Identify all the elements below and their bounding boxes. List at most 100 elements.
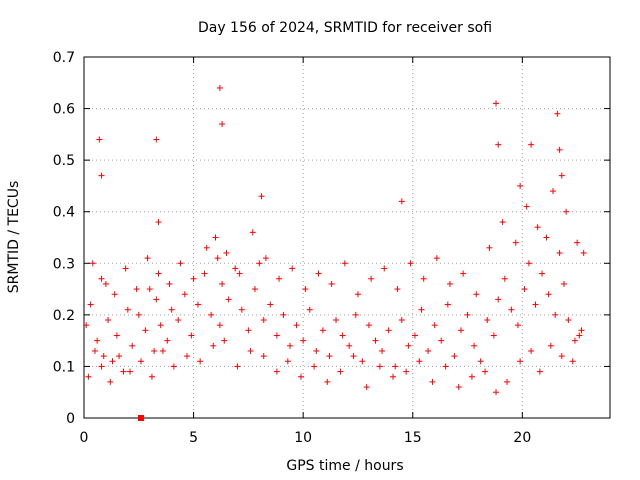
- data-point: [234, 363, 241, 370]
- data-point: [376, 363, 383, 370]
- data-point: [460, 270, 467, 277]
- data-point: [503, 378, 510, 385]
- data-point: [558, 353, 565, 360]
- data-point: [225, 296, 232, 303]
- data-point: [170, 363, 177, 370]
- data-point: [194, 301, 201, 308]
- data-point: [306, 306, 313, 313]
- data-point: [407, 260, 414, 267]
- data-point: [94, 337, 101, 344]
- data-point: [447, 280, 454, 287]
- data-point: [534, 224, 541, 231]
- y-tick-label: 0.2: [53, 308, 75, 324]
- data-point: [517, 182, 524, 189]
- data-point: [216, 322, 223, 329]
- data-point: [403, 368, 410, 375]
- x-tick-labels: 0 5 10 15 20: [80, 430, 532, 446]
- data-point: [486, 244, 493, 251]
- data-point: [372, 337, 379, 344]
- data-point: [528, 347, 535, 354]
- x-tick-label: 0: [80, 430, 89, 446]
- data-point: [550, 188, 557, 195]
- data-point: [398, 317, 405, 324]
- data-point: [350, 353, 357, 360]
- data-point: [188, 332, 195, 339]
- outlier-point: [137, 415, 144, 421]
- data-point: [219, 121, 226, 128]
- data-point: [420, 275, 427, 282]
- data-point: [473, 291, 480, 298]
- data-point: [457, 327, 464, 334]
- data-point: [127, 368, 134, 375]
- data-point: [539, 270, 546, 277]
- data-point: [352, 311, 359, 318]
- data-point: [324, 378, 331, 385]
- data-point: [545, 291, 552, 298]
- data-point: [556, 146, 563, 153]
- y-tick-labels: 0 0.1 0.2 0.3 0.4 0.5 0.6 0.7: [53, 50, 75, 427]
- chart-title: Day 156 of 2024, SRMTID for receiver sof…: [198, 20, 492, 36]
- data-point: [87, 301, 94, 308]
- data-point: [521, 286, 528, 293]
- data-point: [107, 378, 114, 385]
- data-point: [287, 342, 294, 349]
- data-point: [297, 373, 304, 380]
- data-point: [256, 260, 263, 267]
- data-points: [83, 84, 587, 421]
- data-point: [543, 234, 550, 241]
- x-tick-label: 20: [513, 430, 531, 446]
- data-point: [102, 280, 109, 287]
- data-point: [151, 347, 158, 354]
- data-point: [184, 353, 191, 360]
- data-point: [98, 275, 105, 282]
- data-point: [455, 384, 462, 391]
- data-point: [514, 322, 521, 329]
- data-point: [464, 311, 471, 318]
- x-tick-label: 10: [294, 430, 312, 446]
- data-point: [508, 306, 515, 313]
- x-tick-label: 5: [189, 430, 198, 446]
- data-point: [223, 249, 230, 256]
- data-point: [493, 389, 500, 396]
- data-point: [96, 136, 103, 143]
- grid-lines: [84, 57, 610, 418]
- data-point: [484, 317, 491, 324]
- y-axis-label: SRMTID / TECUs: [6, 181, 22, 294]
- data-point: [495, 296, 502, 303]
- data-point: [109, 358, 116, 365]
- data-point: [451, 353, 458, 360]
- data-point: [155, 219, 162, 226]
- data-point: [482, 368, 489, 375]
- data-point: [444, 301, 451, 308]
- data-point: [416, 358, 423, 365]
- data-point: [153, 296, 160, 303]
- data-point: [133, 286, 140, 293]
- data-point: [490, 332, 497, 339]
- data-point: [499, 219, 506, 226]
- data-point: [341, 260, 348, 267]
- data-point: [547, 342, 554, 349]
- data-point: [394, 286, 401, 293]
- data-point: [175, 317, 182, 324]
- x-axis-label: GPS time / hours: [286, 458, 403, 474]
- data-point: [442, 363, 449, 370]
- data-point: [501, 275, 508, 282]
- data-point: [313, 347, 320, 354]
- data-point: [411, 332, 418, 339]
- y-tick-label: 0.5: [53, 153, 75, 169]
- data-point: [113, 332, 120, 339]
- data-point: [210, 342, 217, 349]
- data-point: [471, 342, 478, 349]
- data-point: [236, 270, 243, 277]
- data-point: [554, 110, 561, 117]
- data-point: [190, 275, 197, 282]
- data-point: [405, 342, 412, 349]
- data-point: [85, 373, 92, 380]
- data-point: [477, 358, 484, 365]
- data-point: [124, 306, 131, 313]
- data-point: [273, 368, 280, 375]
- data-point: [168, 306, 175, 313]
- axis-ticks: [83, 56, 610, 419]
- y-tick-label: 0.7: [53, 50, 75, 66]
- data-point: [578, 327, 585, 334]
